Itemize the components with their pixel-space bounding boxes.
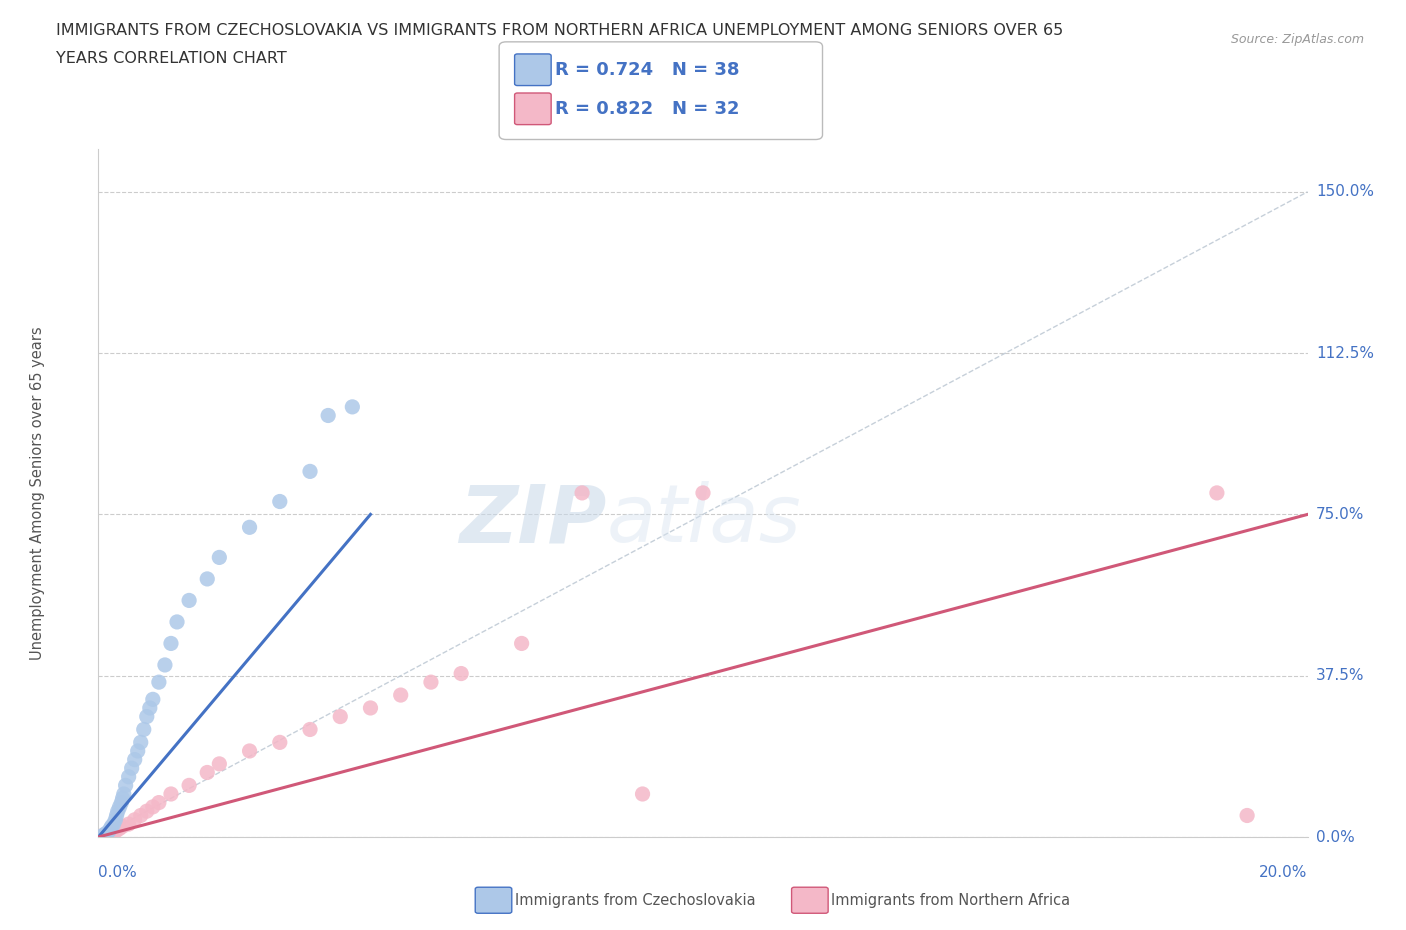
Point	[104, 813, 127, 828]
Point	[142, 800, 165, 815]
Point	[103, 825, 125, 840]
Point	[1206, 485, 1229, 500]
Point	[129, 808, 152, 823]
Text: 75.0%: 75.0%	[1316, 507, 1364, 522]
Text: atlas: atlas	[606, 482, 801, 560]
Text: IMMIGRANTS FROM CZECHOSLOVAKIA VS IMMIGRANTS FROM NORTHERN AFRICA UNEMPLOYMENT A: IMMIGRANTS FROM CZECHOSLOVAKIA VS IMMIGR…	[56, 23, 1063, 38]
Point	[160, 787, 183, 802]
Point	[105, 823, 128, 838]
Point	[208, 756, 231, 771]
Point	[111, 790, 134, 805]
Point	[132, 722, 155, 737]
Point	[179, 593, 201, 608]
Point	[96, 828, 118, 843]
Point	[329, 709, 352, 724]
Point	[105, 808, 128, 823]
Text: 0.0%: 0.0%	[98, 865, 138, 880]
Point	[127, 744, 149, 759]
Point	[342, 400, 364, 415]
Point	[208, 550, 231, 565]
Point	[269, 735, 291, 750]
Point	[103, 817, 125, 831]
Point	[166, 615, 188, 630]
Point	[195, 571, 218, 587]
Point	[112, 787, 135, 802]
Text: Immigrants from Northern Africa: Immigrants from Northern Africa	[831, 893, 1070, 908]
Point	[90, 829, 112, 844]
Point	[692, 485, 714, 500]
Point	[135, 709, 157, 724]
Point	[93, 828, 115, 843]
Point	[96, 825, 118, 840]
Text: Immigrants from Czechoslovakia: Immigrants from Czechoslovakia	[515, 893, 755, 908]
Point	[108, 821, 131, 836]
Point	[510, 636, 533, 651]
Point	[179, 777, 201, 792]
Point	[360, 700, 382, 715]
Point	[239, 520, 262, 535]
Point	[118, 817, 141, 831]
Point	[114, 777, 136, 792]
Text: 37.5%: 37.5%	[1316, 668, 1364, 684]
Point	[389, 687, 412, 702]
Point	[94, 826, 117, 841]
Point	[121, 761, 143, 776]
Point	[98, 823, 121, 838]
Point	[139, 700, 162, 715]
Point	[108, 800, 131, 815]
Point	[1236, 808, 1258, 823]
Point	[118, 769, 141, 784]
Point	[299, 722, 322, 737]
Point	[110, 795, 132, 810]
Point	[100, 818, 122, 833]
Text: R = 0.724   N = 38: R = 0.724 N = 38	[555, 60, 740, 79]
Text: 0.0%: 0.0%	[1316, 830, 1354, 844]
Point	[148, 795, 170, 810]
Text: Source: ZipAtlas.com: Source: ZipAtlas.com	[1230, 33, 1364, 46]
Point	[100, 821, 122, 836]
Point	[90, 829, 112, 844]
Point	[450, 666, 472, 681]
Point	[299, 464, 322, 479]
Point	[148, 675, 170, 690]
Text: Unemployment Among Seniors over 65 years: Unemployment Among Seniors over 65 years	[31, 326, 45, 659]
Point	[153, 658, 176, 672]
Point	[124, 813, 146, 828]
Point	[142, 692, 165, 707]
Text: 112.5%: 112.5%	[1316, 346, 1374, 361]
Point	[124, 752, 146, 767]
Point	[135, 804, 157, 818]
Text: 20.0%: 20.0%	[1260, 865, 1308, 880]
Point	[269, 494, 291, 509]
Point	[239, 744, 262, 759]
Point	[107, 804, 129, 818]
Text: YEARS CORRELATION CHART: YEARS CORRELATION CHART	[56, 51, 287, 66]
Point	[195, 765, 218, 780]
Point	[571, 485, 593, 500]
Point	[316, 408, 339, 423]
Point	[111, 818, 134, 833]
Point	[91, 829, 114, 844]
Point	[100, 826, 122, 841]
Point	[420, 675, 443, 690]
Point	[129, 735, 152, 750]
Point	[93, 829, 115, 844]
Point	[631, 787, 654, 802]
Text: R = 0.822   N = 32: R = 0.822 N = 32	[555, 100, 740, 118]
Point	[160, 636, 183, 651]
Text: 150.0%: 150.0%	[1316, 184, 1374, 199]
Text: ZIP: ZIP	[458, 482, 606, 560]
